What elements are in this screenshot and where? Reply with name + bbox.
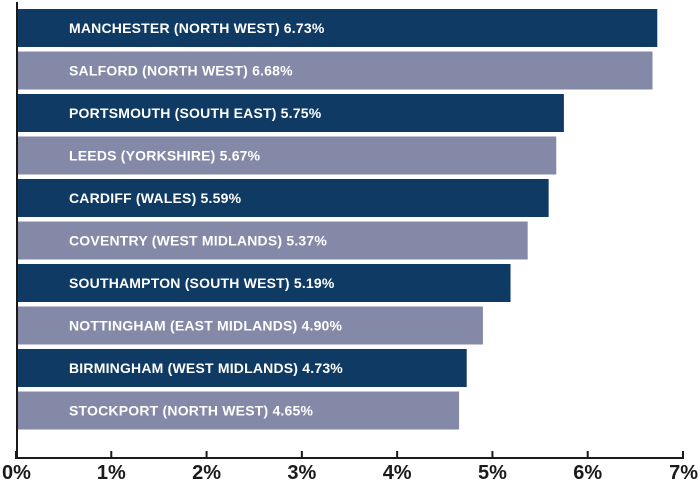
- bar-data-label: MANCHESTER (NORTH WEST) 6.73%: [69, 20, 325, 36]
- bar-data-label: STOCKPORT (NORTH WEST) 4.65%: [69, 403, 313, 419]
- x-tick-label: 3%: [287, 462, 316, 483]
- bar: [18, 391, 460, 430]
- bars-group: [18, 9, 658, 430]
- bar-data-label: COVENTRY (WEST MIDLANDS) 5.37%: [69, 233, 327, 249]
- bar: [18, 51, 653, 90]
- x-tick-label: 6%: [573, 462, 602, 483]
- bar: [18, 94, 564, 132]
- x-tick-label: 1%: [97, 462, 126, 483]
- bar-data-label: LEEDS (YORKSHIRE) 5.67%: [69, 148, 261, 164]
- bar: [18, 264, 511, 302]
- bar: [18, 221, 528, 260]
- bar-data-label: BIRMINGHAM (WEST MIDLANDS) 4.73%: [69, 360, 343, 376]
- bar-data-label: SALFORD (NORTH WEST) 6.68%: [69, 63, 293, 79]
- x-tick-label: 4%: [383, 462, 412, 483]
- bar-labels-group: MANCHESTER (NORTH WEST) 6.73% SALFORD (NO…: [69, 20, 343, 419]
- bar: [18, 179, 549, 217]
- bar: [18, 349, 467, 387]
- bar-data-label: CARDIFF (WALES) 5.59%: [69, 190, 242, 206]
- bar-data-label: PORTSMOUTH (SOUTH EAST) 5.75%: [69, 105, 322, 121]
- bar-data-label: NOTTINGHAM (EAST MIDLANDS) 4.90%: [69, 318, 343, 334]
- bar: [18, 9, 658, 47]
- x-tick-label: 5%: [478, 462, 507, 483]
- bar: [18, 306, 483, 345]
- x-tick-label: 7%: [669, 462, 698, 483]
- bar-data-label: SOUTHAMPTON (SOUTH WEST) 5.19%: [69, 275, 335, 291]
- x-axis-ticks-group: 0% 1% 2% 3% 4% 5% 6% 7%: [2, 451, 698, 483]
- bar: [18, 136, 557, 175]
- x-tick-label: 2%: [192, 462, 221, 483]
- x-tick-label: 0%: [2, 462, 31, 483]
